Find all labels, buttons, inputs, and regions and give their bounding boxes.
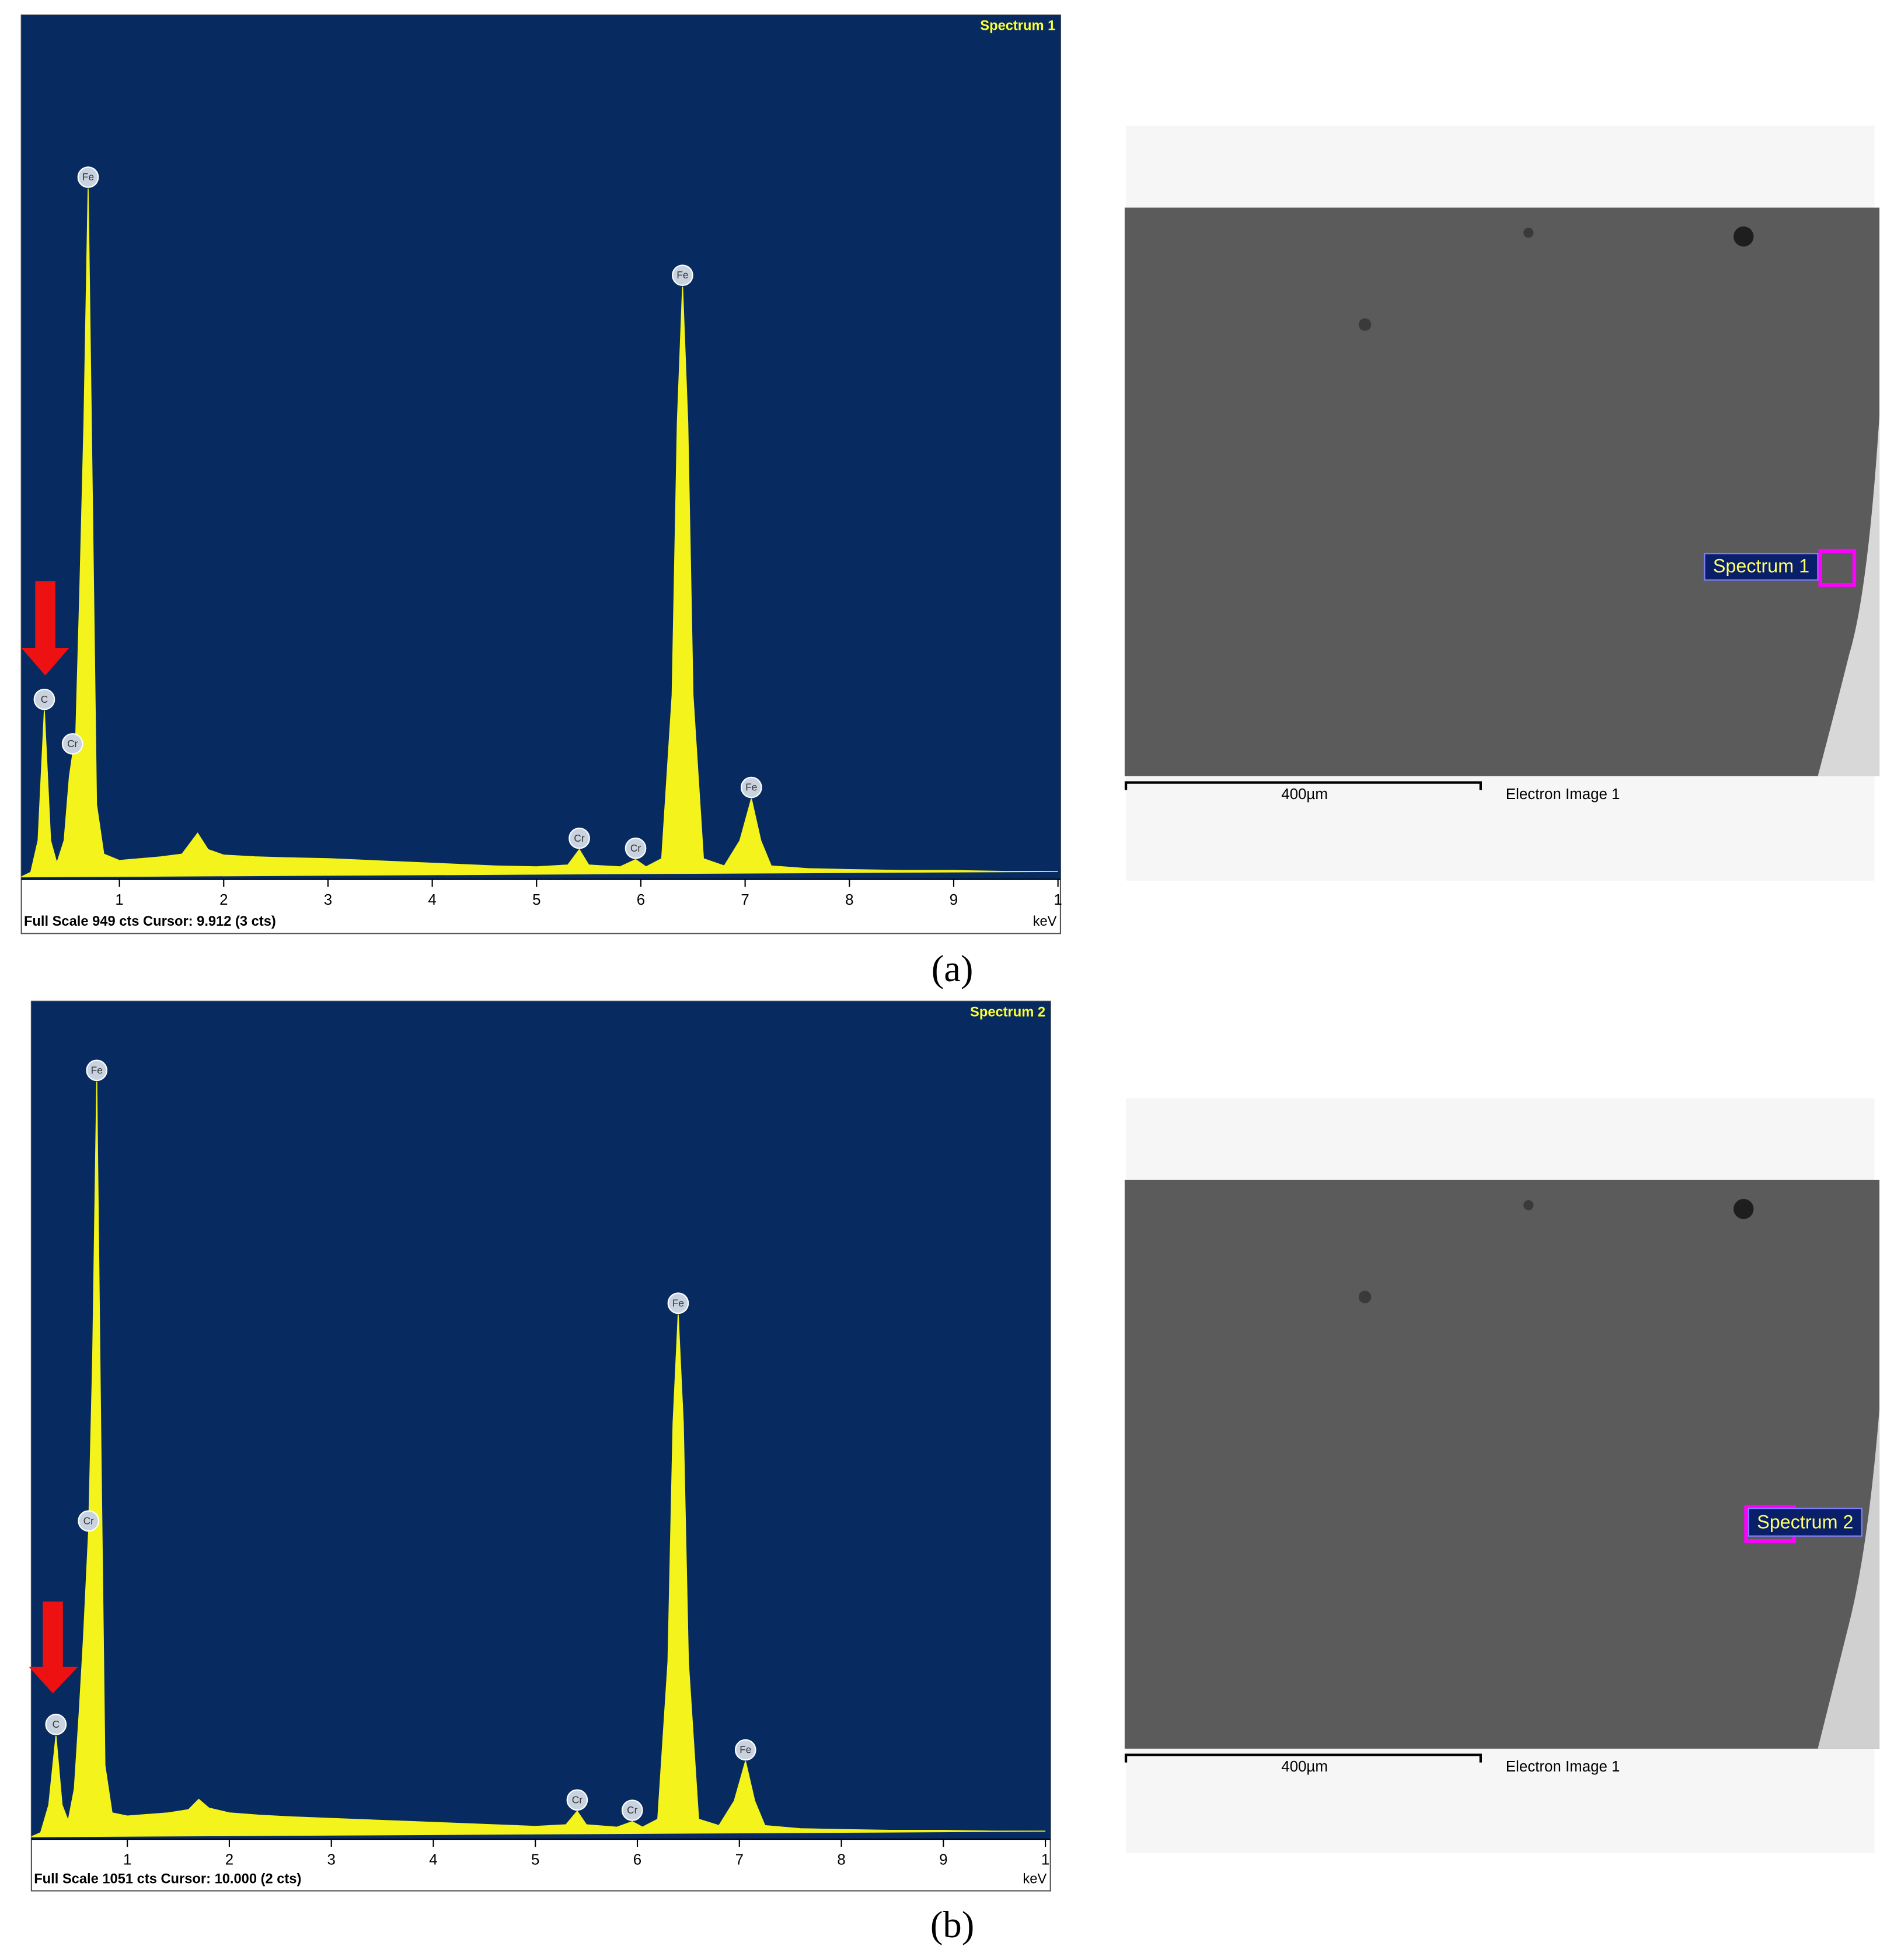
marker-box <box>1818 549 1857 587</box>
x-tick-label: 5 <box>531 1852 539 1868</box>
micrograph <box>1124 207 1880 776</box>
x-tick-label: 9 <box>950 892 958 908</box>
peak-badge <box>61 733 83 755</box>
pore <box>1733 226 1754 247</box>
peak-label: Cr <box>630 842 641 854</box>
pore <box>1523 1200 1534 1211</box>
peak-badge <box>45 1714 67 1735</box>
panel-label: (a) <box>932 947 974 990</box>
x-tick-label: 4 <box>429 1852 437 1868</box>
footer: Full Scale 1051 cts Cursor: 10.000 (2 ct… <box>34 1871 301 1886</box>
peak-label: Cr <box>572 1794 583 1805</box>
micrograph <box>1124 1180 1880 1749</box>
scale-bar <box>1124 1753 1482 1763</box>
scale-bar-label: 400µm <box>1281 786 1328 803</box>
peak-badge <box>667 1292 689 1314</box>
specimen-edge <box>1818 1408 1880 1749</box>
plot-background <box>21 15 1061 880</box>
pore <box>1523 228 1534 238</box>
marker-label: Spectrum 2 <box>1757 1512 1853 1533</box>
peak-label: Cr <box>627 1804 637 1816</box>
chart-title: Spectrum 2 <box>970 1005 1045 1020</box>
plot-background <box>31 1001 1051 1840</box>
x-axis-label: keV <box>1023 1871 1047 1886</box>
peak-label: Cr <box>83 1515 94 1526</box>
peak-label: Cr <box>67 738 78 749</box>
image-caption: Electron Image 1 <box>1506 786 1620 803</box>
scale-bar-label: 400µm <box>1281 1759 1328 1775</box>
peak-badge <box>672 264 693 286</box>
chart-title: Spectrum 1 <box>980 19 1055 34</box>
x-tick-label: 6 <box>637 892 645 908</box>
pore <box>1358 318 1372 331</box>
peak-label: C <box>41 693 48 705</box>
panel-label: (b) <box>930 1903 974 1946</box>
spectrum-chart: 1 2 3 4 5 6 7 8 9 1 Spectrum 1 Full Scale 949 cts C… <box>20 14 1062 990</box>
arrow <box>29 1601 78 1694</box>
peak-badge <box>566 1789 588 1811</box>
x-tick-label: 9 <box>939 1852 947 1868</box>
x-tick-label: 1 <box>123 1852 131 1868</box>
x-tick-label: 1 <box>1041 1852 1049 1868</box>
marker-label: Spectrum 1 <box>1713 556 1809 577</box>
marker-label-box <box>1704 553 1819 581</box>
peak-label: Fe <box>745 782 757 793</box>
peak-badge <box>78 1510 100 1532</box>
x-tick-label: 3 <box>324 892 332 908</box>
pore <box>1733 1199 1754 1219</box>
peak-badge <box>734 1739 756 1761</box>
footer: Full Scale 949 cts Cursor: 9.912 (3 cts) <box>24 914 276 929</box>
x-tick-label: 7 <box>741 892 749 908</box>
x-tick-label: 6 <box>633 1852 641 1868</box>
peak-label: Fe <box>672 1297 684 1309</box>
marker-label-box <box>1748 1508 1862 1537</box>
x-tick-label: 7 <box>735 1852 744 1868</box>
peak-label: Fe <box>82 171 94 183</box>
x-tick-label: 8 <box>845 892 853 908</box>
x-tick-label: 5 <box>532 892 540 908</box>
peak-badge <box>33 688 55 710</box>
x-tick-label: 8 <box>837 1852 845 1868</box>
peak-badge <box>86 1059 108 1082</box>
spectrum-chart: 1 2 3 4 5 6 7 8 9 1 Spectrum 2 Full Scale 1051 cts … <box>30 1000 1051 1946</box>
peak-badge <box>621 1799 643 1821</box>
peak-label: Cr <box>574 832 584 844</box>
x-tick-label: 3 <box>327 1852 336 1868</box>
pore <box>1358 1291 1372 1303</box>
x-axis-label: keV <box>1033 914 1057 929</box>
peak-label: C <box>53 1718 60 1730</box>
peak-badge <box>568 827 590 849</box>
scale-bar <box>1124 781 1482 790</box>
x-tick-label: 2 <box>219 892 228 908</box>
x-tick-label: 2 <box>225 1852 233 1868</box>
peak-badge <box>625 837 647 859</box>
peak-badge <box>741 776 762 798</box>
image-caption: Electron Image 1 <box>1506 1759 1620 1775</box>
x-tick-label: 4 <box>428 892 436 908</box>
sem-image-a: Spectrum 1 400µm Electron Image 1 <box>1124 125 1880 881</box>
x-tick-label: 1 <box>115 892 123 908</box>
peak-label: Fe <box>91 1064 103 1076</box>
peak-badge <box>77 166 99 188</box>
peak-label: Fe <box>740 1744 751 1756</box>
sem-image-b: Spectrum 2 400µm Electron Image 1 <box>1124 1098 1880 1853</box>
x-tick-label: 1 <box>1054 892 1062 908</box>
specimen-edge <box>1818 415 1880 776</box>
spectrum-area <box>21 189 1058 878</box>
arrow <box>21 581 69 676</box>
spectrum-area <box>31 1082 1046 1837</box>
peak-label: Fe <box>676 269 688 281</box>
